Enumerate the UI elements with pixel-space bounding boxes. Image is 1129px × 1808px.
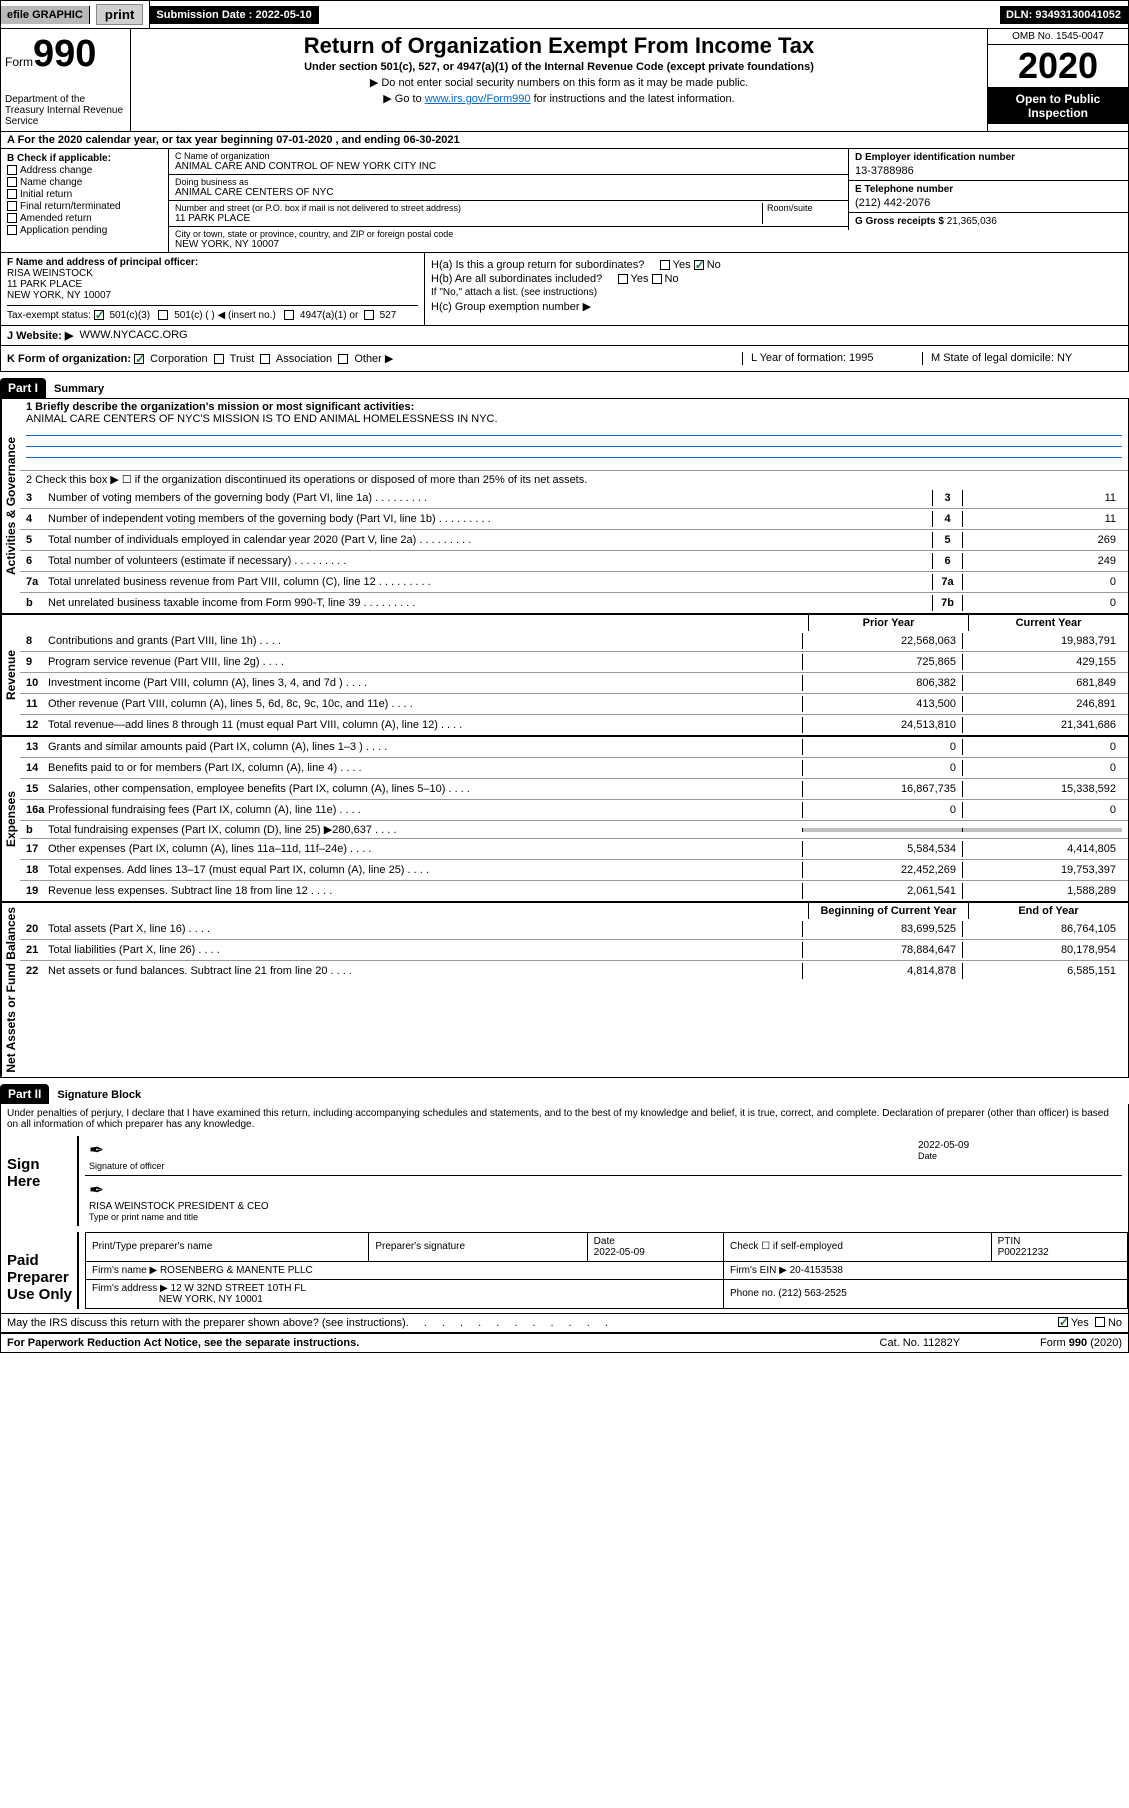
efile-label: efile GRAPHIC bbox=[1, 6, 90, 24]
check-address: Address change bbox=[7, 165, 162, 176]
gov-line: 3Number of voting members of the governi… bbox=[20, 488, 1128, 508]
governance-label: Activities & Governance bbox=[1, 399, 20, 613]
data-line: 18Total expenses. Add lines 13–17 (must … bbox=[20, 859, 1128, 880]
part1-header: Part I bbox=[0, 378, 46, 398]
data-line: 11Other revenue (Part VIII, column (A), … bbox=[20, 693, 1128, 714]
footer: For Paperwork Reduction Act Notice, see … bbox=[0, 1333, 1129, 1353]
phone: (212) 442-2076 bbox=[855, 197, 1122, 209]
data-line: 13Grants and similar amounts paid (Part … bbox=[20, 737, 1128, 757]
form-footer: Form 990 (2020) bbox=[1040, 1337, 1122, 1349]
netassets-label: Net Assets or Fund Balances bbox=[1, 903, 20, 1077]
revenue-label: Revenue bbox=[1, 615, 20, 735]
col-c: C Name of organization ANIMAL CARE AND C… bbox=[169, 149, 848, 252]
form-header: Form990 Department of the Treasury Inter… bbox=[0, 29, 1129, 132]
firm-ein: 20-4153538 bbox=[790, 1265, 843, 1276]
instructions-link[interactable]: www.irs.gov/Form990 bbox=[425, 93, 531, 105]
officer-typed: RISA WEINSTOCK PRESIDENT & CEO bbox=[89, 1201, 269, 1212]
col-b: B Check if applicable: Address change Na… bbox=[1, 149, 169, 252]
org-name: ANIMAL CARE AND CONTROL OF NEW YORK CITY… bbox=[175, 161, 842, 172]
check-name: Name change bbox=[7, 177, 162, 188]
submission-date: Submission Date : 2022-05-10 bbox=[150, 6, 318, 24]
state-domicile: M State of legal domicile: NY bbox=[922, 352, 1122, 365]
row-fh: F Name and address of principal officer:… bbox=[0, 253, 1129, 326]
dept-label: Department of the Treasury Internal Reve… bbox=[5, 94, 126, 127]
sig-date: 2022-05-09 bbox=[918, 1140, 1118, 1151]
data-line: 16aProfessional fundraising fees (Part I… bbox=[20, 799, 1128, 820]
expenses-label: Expenses bbox=[1, 737, 20, 901]
firm-name: ROSENBERG & MANENTE PLLC bbox=[160, 1265, 313, 1276]
check-no-group[interactable] bbox=[694, 260, 704, 270]
ptin: P00221232 bbox=[998, 1247, 1049, 1258]
inspection-label: Open to Public Inspection bbox=[988, 88, 1128, 124]
penalty-text: Under penalties of perjury, I declare th… bbox=[7, 1108, 1122, 1130]
data-line: 10Investment income (Part VIII, column (… bbox=[20, 672, 1128, 693]
dba: ANIMAL CARE CENTERS OF NYC bbox=[175, 187, 842, 198]
data-line: 20Total assets (Part X, line 16) . . . .… bbox=[20, 919, 1128, 939]
gov-line: 7aTotal unrelated business revenue from … bbox=[20, 571, 1128, 592]
line2: 2 Check this box ▶ ☐ if the organization… bbox=[20, 470, 1128, 488]
form-title: Return of Organization Exempt From Incom… bbox=[135, 33, 983, 59]
street-address: 11 PARK PLACE bbox=[175, 213, 762, 224]
data-line: 21Total liabilities (Part X, line 26) . … bbox=[20, 939, 1128, 960]
gross-receipts: 21,365,036 bbox=[947, 216, 997, 227]
data-line: 8Contributions and grants (Part VIII, li… bbox=[20, 631, 1128, 651]
data-line: 14Benefits paid to or for members (Part … bbox=[20, 757, 1128, 778]
dln: DLN: 93493130041052 bbox=[1000, 6, 1128, 24]
paid-prep-label: Paid Preparer Use Only bbox=[7, 1232, 77, 1309]
form-number-block: Form990 Department of the Treasury Inter… bbox=[1, 29, 131, 131]
gov-line: 5Total number of individuals employed in… bbox=[20, 529, 1128, 550]
gov-line: 4Number of independent voting members of… bbox=[20, 508, 1128, 529]
row-k: K Form of organization: Corporation Trus… bbox=[0, 346, 1129, 372]
officer-name: RISA WEINSTOCK bbox=[7, 268, 418, 279]
sign-here-label: Sign Here bbox=[7, 1136, 77, 1226]
data-line: 19Revenue less expenses. Subtract line 1… bbox=[20, 880, 1128, 901]
check-pending: Application pending bbox=[7, 225, 162, 236]
gov-line: bNet unrelated business taxable income f… bbox=[20, 592, 1128, 613]
part2-body: Under penalties of perjury, I declare th… bbox=[0, 1104, 1129, 1314]
col-d: D Employer identification number13-37889… bbox=[848, 149, 1128, 252]
print-button[interactable]: print bbox=[90, 1, 151, 28]
topbar: efile GRAPHIC print Submission Date : 20… bbox=[0, 0, 1129, 29]
data-line: 15Salaries, other compensation, employee… bbox=[20, 778, 1128, 799]
city-state-zip: NEW YORK, NY 10007 bbox=[175, 239, 842, 250]
year-block: OMB No. 1545-0047 2020 Open to Public In… bbox=[988, 29, 1128, 131]
subtitle: Under section 501(c), 527, or 4947(a)(1)… bbox=[135, 61, 983, 73]
check-501c3[interactable] bbox=[94, 310, 104, 320]
data-line: bTotal fundraising expenses (Part IX, co… bbox=[20, 820, 1128, 838]
col-h: H(a) Is this a group return for subordin… bbox=[425, 253, 1128, 325]
part2-header: Part II bbox=[0, 1084, 49, 1104]
year-formation: L Year of formation: 1995 bbox=[742, 352, 922, 365]
ein: 13-3788986 bbox=[855, 165, 1122, 177]
section-a: A For the 2020 calendar year, or tax yea… bbox=[0, 132, 1129, 149]
row-j: J Website: ▶ WWW.NYCACC.ORG bbox=[0, 326, 1129, 346]
discuss-row: May the IRS discuss this return with the… bbox=[0, 1314, 1129, 1333]
title-block: Return of Organization Exempt From Incom… bbox=[131, 29, 988, 131]
discuss-yes[interactable] bbox=[1058, 1317, 1068, 1327]
note1: ▶ Do not enter social security numbers o… bbox=[135, 76, 983, 89]
gov-line: 6Total number of volunteers (estimate if… bbox=[20, 550, 1128, 571]
tax-year: 2020 bbox=[988, 45, 1128, 88]
check-initial: Initial return bbox=[7, 189, 162, 200]
check-corp[interactable] bbox=[134, 354, 144, 364]
website: WWW.NYCACC.ORG bbox=[79, 329, 187, 342]
data-line: 9Program service revenue (Part VIII, lin… bbox=[20, 651, 1128, 672]
data-line: 12Total revenue—add lines 8 through 11 (… bbox=[20, 714, 1128, 735]
firm-phone: (212) 563-2525 bbox=[778, 1288, 846, 1299]
part1-body: Activities & Governance 1 Briefly descri… bbox=[0, 398, 1129, 1078]
check-final: Final return/terminated bbox=[7, 201, 162, 212]
row-bcd: B Check if applicable: Address change Na… bbox=[0, 149, 1129, 253]
mission: ANIMAL CARE CENTERS OF NYC'S MISSION IS … bbox=[26, 413, 1122, 425]
note2: ▶ Go to www.irs.gov/Form990 for instruct… bbox=[135, 92, 983, 105]
check-amended: Amended return bbox=[7, 213, 162, 224]
omb: OMB No. 1545-0047 bbox=[988, 29, 1128, 45]
col-f: F Name and address of principal officer:… bbox=[1, 253, 425, 325]
data-line: 17Other expenses (Part IX, column (A), l… bbox=[20, 838, 1128, 859]
data-line: 22Net assets or fund balances. Subtract … bbox=[20, 960, 1128, 981]
preparer-table: Print/Type preparer's namePreparer's sig… bbox=[85, 1232, 1128, 1309]
